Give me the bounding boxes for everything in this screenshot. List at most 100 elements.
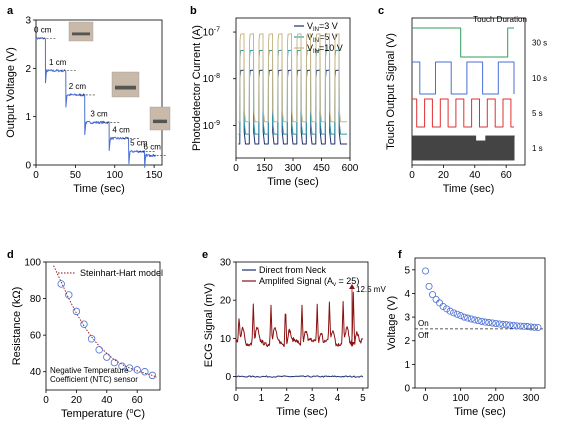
step-label: 2 cm bbox=[69, 82, 87, 91]
data-point bbox=[443, 305, 451, 313]
y-tick-label: 20 bbox=[220, 296, 232, 307]
plot-frame bbox=[411, 17, 526, 166]
legend-label: VIN=10 V bbox=[307, 43, 343, 55]
x-tick-label: 450 bbox=[313, 163, 330, 174]
data-point bbox=[57, 280, 65, 288]
step-label: 0 cm bbox=[34, 25, 52, 34]
y-axis-label: Touch Output Signal (V) bbox=[385, 33, 397, 150]
annotation-line: Coefficient (NTC) sensor bbox=[50, 375, 138, 384]
data-point bbox=[432, 295, 440, 303]
x-tick-label: 0 bbox=[33, 170, 39, 181]
data-point bbox=[481, 318, 489, 326]
x-axis-label: Time (sec) bbox=[267, 176, 319, 188]
x-tick-label: 100 bbox=[452, 393, 469, 404]
y-tick-label: 4 bbox=[404, 289, 410, 300]
legend-label: VIN=3 V bbox=[307, 21, 338, 33]
data-point bbox=[125, 364, 134, 372]
annotation: 12.5 mV bbox=[356, 285, 386, 294]
arrow-head bbox=[349, 284, 355, 289]
x-tick-label: 4 bbox=[335, 393, 341, 404]
annotation: Touch Duration bbox=[473, 15, 527, 24]
y-tick-label: 40 bbox=[30, 367, 42, 378]
data-point bbox=[422, 267, 430, 275]
x-tick-label: 150 bbox=[146, 170, 163, 181]
data-point bbox=[148, 371, 157, 380]
y-tick-label: 3 bbox=[25, 16, 31, 27]
data-point bbox=[516, 322, 524, 330]
x-axis-label: Time (sec) bbox=[454, 406, 506, 418]
data-point bbox=[506, 321, 514, 329]
y-tick-label: 10-7 bbox=[203, 27, 220, 39]
y-tick-label: 10 bbox=[220, 334, 232, 345]
data-point bbox=[471, 316, 479, 324]
x-axis-label: Time (sec) bbox=[276, 406, 328, 418]
data-point bbox=[80, 320, 88, 328]
y-axis-label: Resistance (kΩ) bbox=[11, 287, 23, 366]
x-tick-label: 300 bbox=[285, 163, 302, 174]
y-axis-label: Voltage (V) bbox=[386, 296, 398, 350]
x-tick-label: 2 bbox=[284, 393, 290, 404]
x-tick-label: 20 bbox=[71, 395, 83, 406]
step-label: 3 cm bbox=[90, 109, 108, 118]
x-tick-label: 60 bbox=[132, 395, 144, 406]
y-axis-label: Photodetector Current (A) bbox=[191, 25, 203, 151]
x-tick-label: 150 bbox=[256, 163, 273, 174]
x-tick-label: 5 bbox=[360, 393, 366, 404]
panel-d: d 0 20 40 60 40 60 80 100 Temperature (oC) Resista… bbox=[7, 249, 163, 420]
data-point bbox=[530, 323, 538, 331]
data-point bbox=[527, 323, 535, 331]
x-axis-label: Time (sec) bbox=[443, 183, 495, 195]
photo-inset bbox=[149, 106, 171, 131]
data-point bbox=[72, 307, 81, 316]
threshold-label: Off bbox=[418, 331, 429, 340]
device-shape bbox=[115, 85, 136, 90]
x-tick-label: 50 bbox=[70, 170, 82, 181]
data-point bbox=[457, 312, 465, 320]
data-point bbox=[429, 291, 437, 299]
legend-label: Steinhart-Hart model bbox=[80, 268, 163, 278]
arrow-head bbox=[349, 342, 355, 347]
x-tick-label: 40 bbox=[469, 170, 481, 181]
x-tick-label: 60 bbox=[501, 170, 513, 181]
data-point bbox=[110, 358, 119, 367]
panel-letter: a bbox=[7, 5, 14, 17]
series-line bbox=[412, 135, 515, 161]
series-label: 5 s bbox=[532, 109, 543, 118]
data-point bbox=[453, 310, 461, 318]
data-point bbox=[65, 291, 73, 299]
data-point bbox=[499, 320, 507, 328]
y-tick-label: 100 bbox=[24, 258, 41, 269]
data-point bbox=[492, 319, 500, 327]
x-tick-label: 0 bbox=[43, 395, 49, 406]
device-shape bbox=[153, 119, 167, 124]
series-line bbox=[412, 27, 514, 58]
photo-inset bbox=[111, 71, 140, 98]
annotation-line: Negative Temperature bbox=[50, 366, 129, 375]
x-axis-label: Temperature (oC) bbox=[61, 408, 145, 420]
step-label: 4 cm bbox=[112, 125, 130, 134]
plot-frame bbox=[414, 257, 546, 389]
series-label: 30 s bbox=[532, 39, 547, 48]
y-tick-label: 2 bbox=[25, 64, 31, 75]
y-tick-label: 1 bbox=[25, 112, 31, 123]
data-point bbox=[478, 317, 486, 325]
y-tick-label: 60 bbox=[30, 331, 42, 342]
data-point bbox=[439, 302, 447, 310]
data-point bbox=[141, 368, 149, 376]
x-tick-label: 100 bbox=[106, 170, 123, 181]
data-point bbox=[87, 335, 96, 343]
data-point bbox=[488, 319, 496, 327]
y-tick-label: 3 bbox=[404, 313, 410, 324]
series-label: 10 s bbox=[532, 74, 547, 83]
step-label: 1 cm bbox=[49, 58, 67, 67]
panel-c: c 0 20 40 60 Time (sec) Touch Output Signal (V… bbox=[378, 5, 547, 195]
x-tick-label: 600 bbox=[342, 163, 359, 174]
step-label: 5 cm bbox=[130, 138, 148, 147]
x-tick-label: 0 bbox=[233, 393, 239, 404]
data-point bbox=[118, 362, 126, 370]
x-tick-label: 200 bbox=[487, 393, 504, 404]
data-point bbox=[103, 353, 111, 361]
step-label: 6 cm bbox=[144, 142, 162, 151]
data-point bbox=[95, 346, 103, 354]
y-tick-label: 2 bbox=[404, 336, 410, 347]
